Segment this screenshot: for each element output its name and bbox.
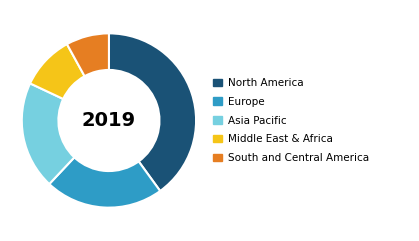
Wedge shape	[22, 83, 74, 184]
Wedge shape	[109, 33, 196, 191]
Wedge shape	[30, 44, 85, 99]
Wedge shape	[49, 157, 160, 208]
Legend: North America, Europe, Asia Pacific, Middle East & Africa, South and Central Ame: North America, Europe, Asia Pacific, Mid…	[213, 78, 369, 163]
Wedge shape	[67, 33, 109, 76]
Text: 2019: 2019	[82, 111, 136, 130]
